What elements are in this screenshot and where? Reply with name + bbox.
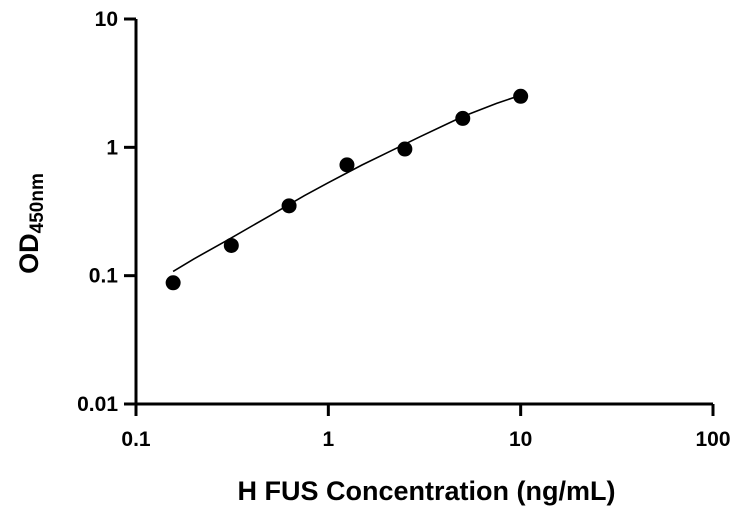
data-point [165, 275, 181, 291]
data-point [455, 110, 471, 126]
y-tick-label: 0.01 [77, 393, 118, 416]
data-point [281, 198, 297, 214]
x-tick-label: 0.1 [121, 428, 151, 451]
y-axis-title-subscript: 450nm [27, 173, 48, 233]
y-axis-title: OD450nm [14, 173, 48, 274]
data-point [513, 88, 529, 104]
data-point [223, 237, 239, 253]
x-axis-ticks: 0.1 1 10 100 [121, 404, 731, 451]
x-tick-label: 100 [695, 428, 730, 451]
data-point [339, 157, 355, 173]
y-tick-label: 1 [106, 136, 118, 159]
y-axis-title-main: OD [14, 233, 44, 274]
x-tick-label: 10 [509, 428, 532, 451]
x-axis-title: H FUS Concentration (ng/mL) [238, 476, 616, 506]
y-axis-ticks: 0.01 0.1 1 10 [77, 8, 136, 416]
data-point [397, 141, 413, 157]
y-tick-label: 0.1 [89, 265, 119, 288]
y-tick-label: 10 [95, 8, 118, 31]
x-tick-label: 1 [322, 428, 334, 451]
data-points [165, 88, 529, 291]
